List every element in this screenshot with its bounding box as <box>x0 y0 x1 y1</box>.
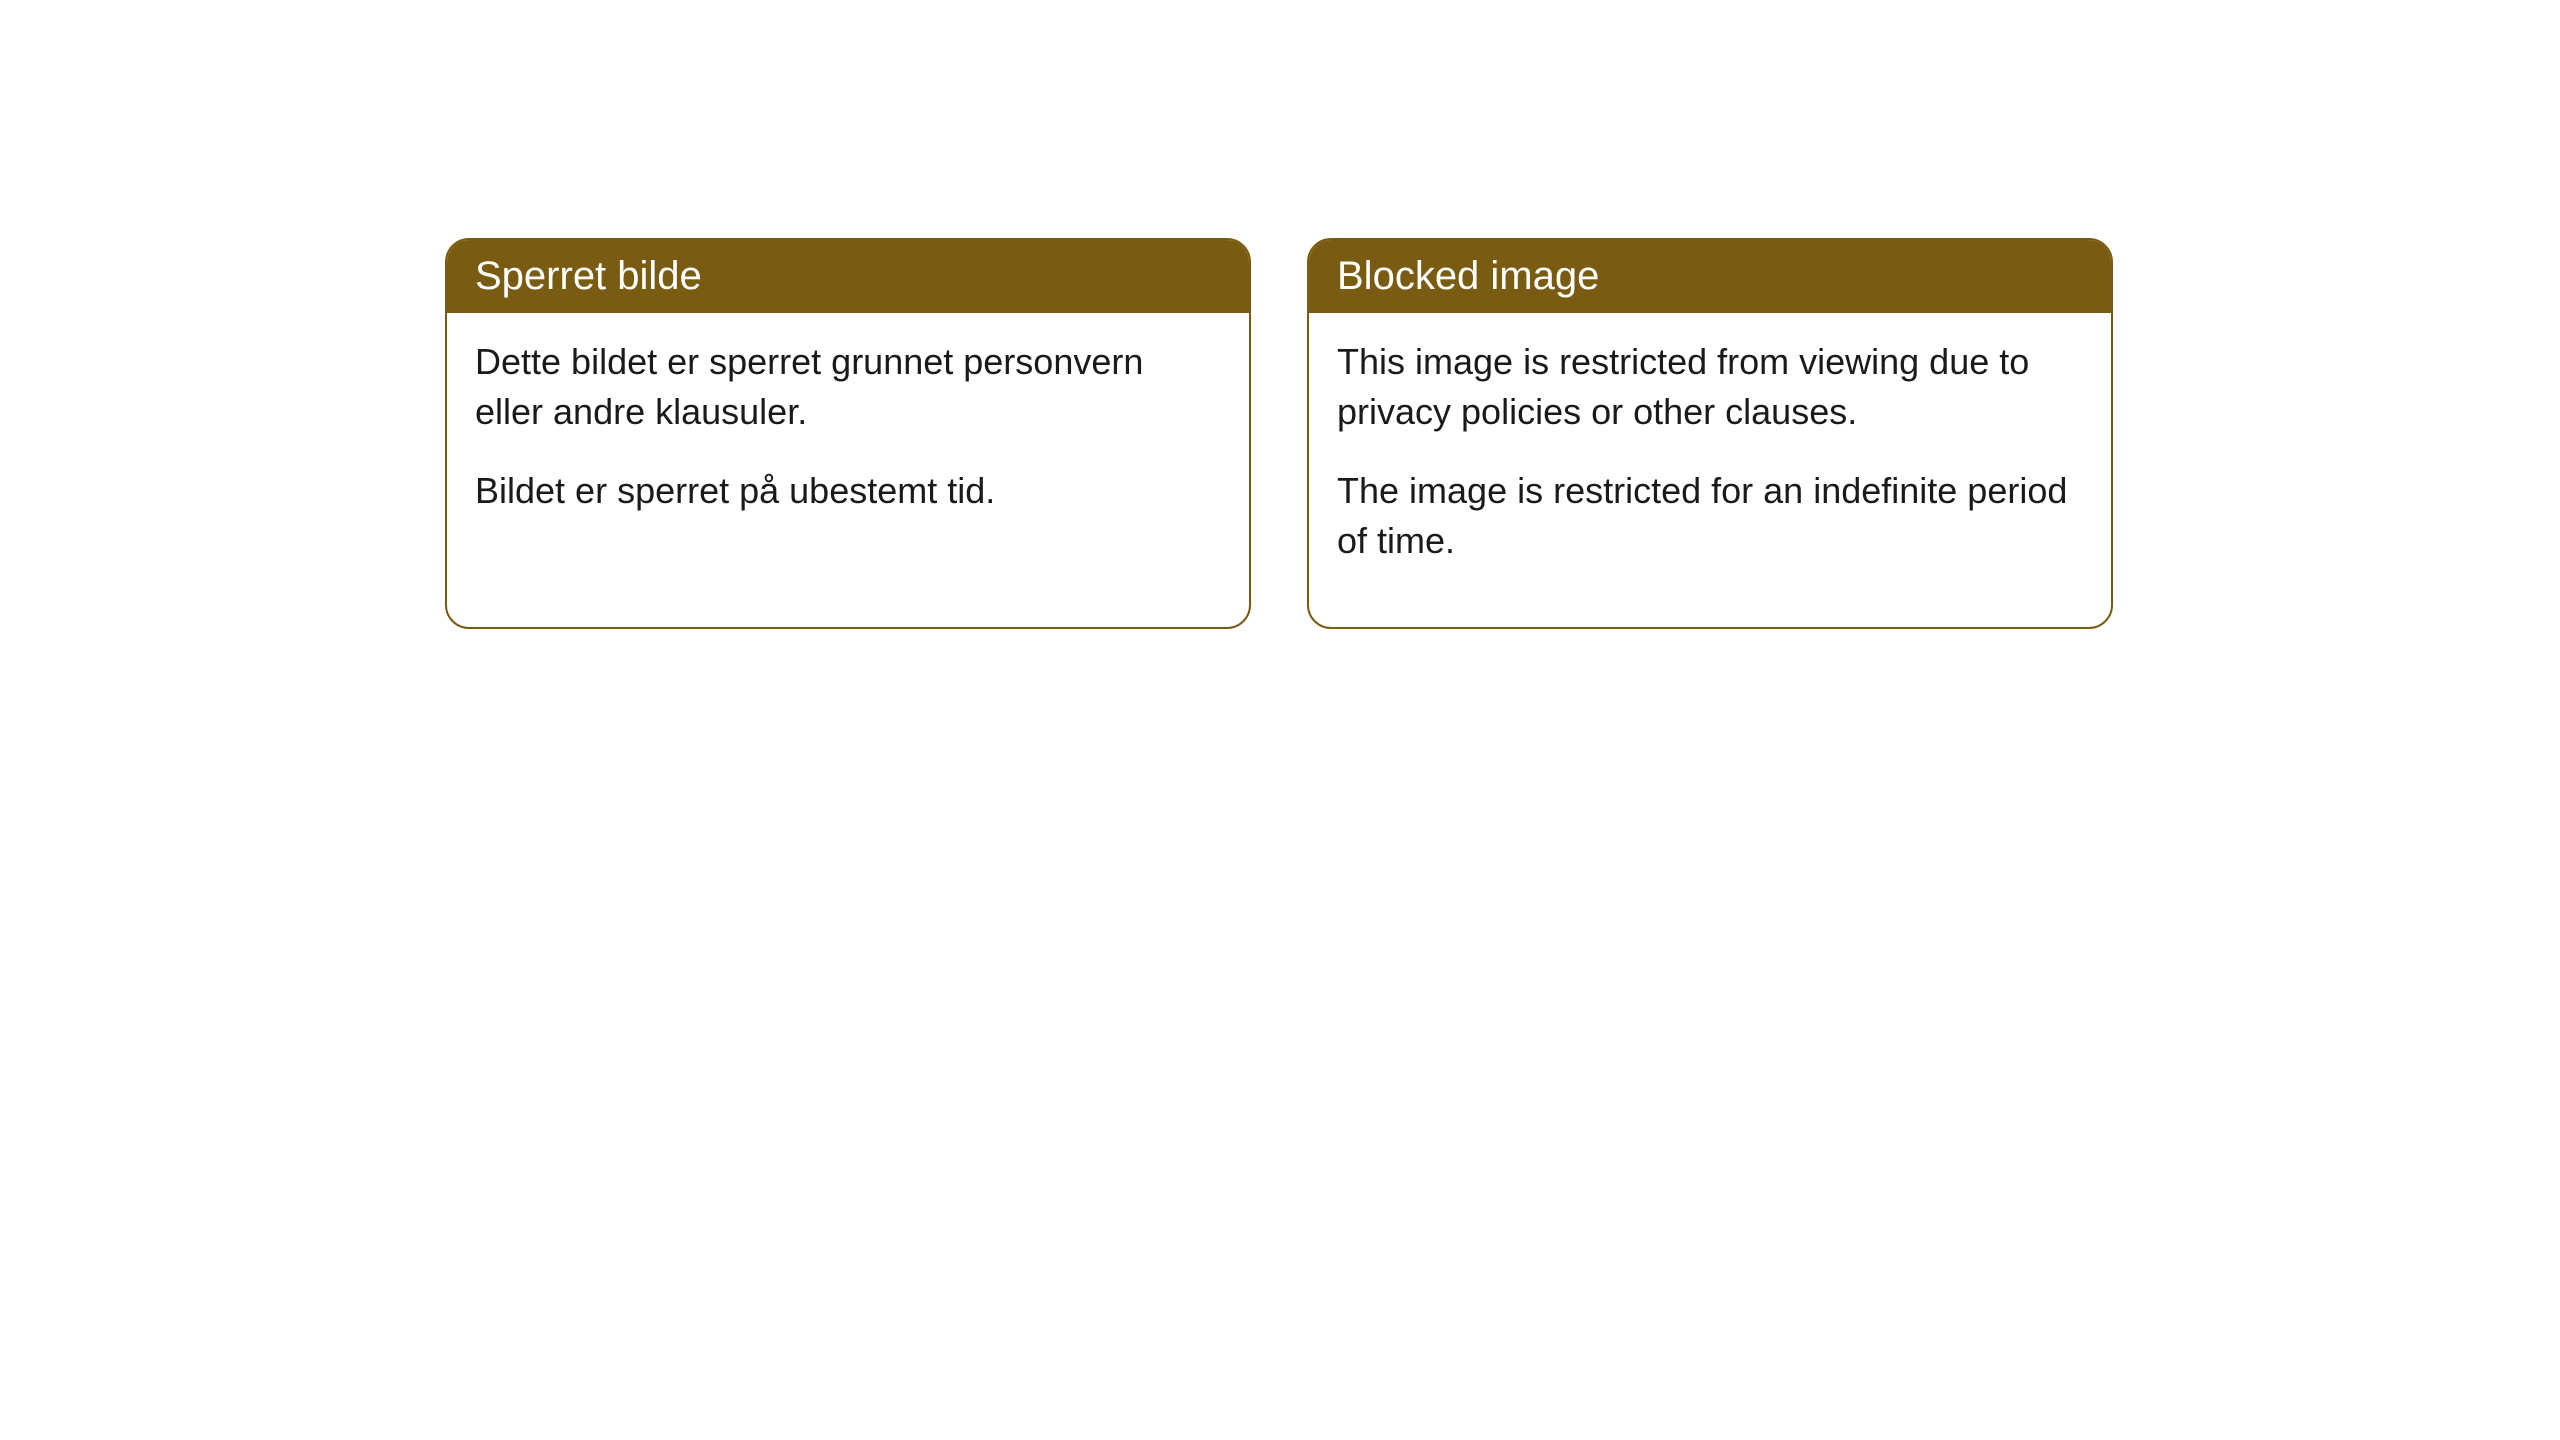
card-paragraph: This image is restricted from viewing du… <box>1337 337 2083 438</box>
card-title: Sperret bilde <box>475 254 702 298</box>
notice-cards-container: Sperret bilde Dette bildet er sperret gr… <box>445 238 2113 629</box>
card-title: Blocked image <box>1337 254 1599 298</box>
card-body: This image is restricted from viewing du… <box>1309 313 2111 627</box>
card-header: Blocked image <box>1309 240 2111 313</box>
card-paragraph: Bildet er sperret på ubestemt tid. <box>475 466 1221 516</box>
notice-card-norwegian: Sperret bilde Dette bildet er sperret gr… <box>445 238 1251 629</box>
card-body: Dette bildet er sperret grunnet personve… <box>447 313 1249 576</box>
notice-card-english: Blocked image This image is restricted f… <box>1307 238 2113 629</box>
card-paragraph: Dette bildet er sperret grunnet personve… <box>475 337 1221 438</box>
card-header: Sperret bilde <box>447 240 1249 313</box>
card-paragraph: The image is restricted for an indefinit… <box>1337 466 2083 567</box>
